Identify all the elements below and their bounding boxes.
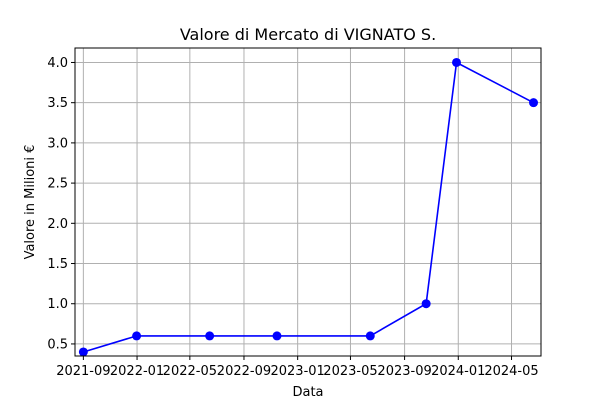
data-point	[452, 57, 462, 67]
series-line	[83, 61, 534, 353]
data-point	[272, 331, 282, 341]
y-tick-label: 0.5	[47, 337, 68, 352]
plot-frame	[74, 47, 542, 357]
y-tick-label: 3.5	[47, 96, 68, 111]
x-tick-label: 2024-01	[431, 364, 485, 379]
series-layer	[78, 57, 539, 357]
x-tick-label: 2022-01	[110, 364, 164, 379]
x-tick-label: 2023-05	[323, 364, 377, 379]
data-point	[421, 299, 431, 309]
x-tick-label: 2022-09	[217, 364, 271, 379]
data-point	[132, 331, 142, 341]
y-axis-ticks: 0.5 1.0 1.5 2.0 2.5 3.0 3.5 4.0	[47, 56, 75, 352]
data-point	[205, 331, 215, 341]
y-tick-label: 3.0	[47, 136, 68, 151]
y-tick-label: 1.0	[47, 297, 68, 312]
chart-title: Valore di Mercato di VIGNATO S.	[180, 25, 436, 44]
x-tick-label: 2023-01	[270, 364, 324, 379]
x-tick-label: 2021-09	[56, 364, 110, 379]
data-point	[529, 98, 539, 108]
data-point	[78, 347, 88, 357]
grid	[75, 48, 541, 356]
x-tick-label: 2024-05	[484, 364, 538, 379]
y-axis-label: Valore in Milioni €	[23, 145, 38, 260]
x-axis-label: Data	[292, 385, 323, 400]
x-tick-label: 2023-09	[377, 364, 431, 379]
data-point	[365, 331, 375, 341]
x-tick-label: 2022-05	[163, 364, 217, 379]
y-tick-label: 2.0	[47, 217, 68, 232]
y-tick-label: 4.0	[47, 56, 68, 71]
y-tick-label: 2.5	[47, 177, 68, 192]
y-tick-label: 1.5	[47, 257, 68, 272]
